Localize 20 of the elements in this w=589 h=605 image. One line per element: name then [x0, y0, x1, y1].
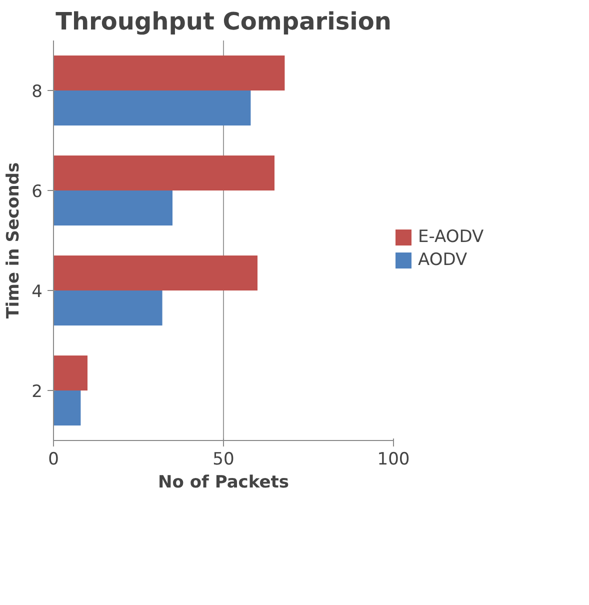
- x-tick-label: 50: [212, 450, 234, 470]
- chart-title: Throughput Comparision: [56, 8, 392, 36]
- bar: [54, 390, 81, 426]
- x-axis-title: No of Packets: [158, 472, 290, 492]
- bar: [54, 356, 88, 390]
- legend-label: E-AODV: [418, 227, 484, 247]
- y-tick-label: 8: [32, 82, 43, 102]
- y-tick-label: 6: [32, 182, 43, 202]
- bar: [54, 256, 258, 290]
- bar: [54, 56, 285, 90]
- bar: [54, 190, 172, 226]
- legend-label: AODV: [418, 250, 468, 270]
- bar: [54, 156, 274, 190]
- x-tick-label: 100: [377, 450, 410, 470]
- x-tick-label: 0: [48, 450, 59, 470]
- bar: [54, 90, 251, 126]
- y-tick-label: 2: [32, 382, 43, 402]
- y-tick-label: 4: [32, 282, 43, 302]
- y-axis-title: Time in Seconds: [4, 162, 24, 319]
- bar: [54, 290, 162, 326]
